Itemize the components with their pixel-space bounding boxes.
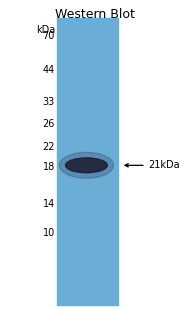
Text: 70: 70 [43, 31, 55, 40]
Text: 33: 33 [43, 97, 55, 107]
Bar [57, 18, 118, 305]
Text: 10: 10 [43, 228, 55, 238]
Text: 21kDa: 21kDa [148, 160, 179, 170]
Text: 22: 22 [43, 142, 55, 152]
Text: kDa: kDa [36, 25, 55, 35]
Ellipse shape [59, 152, 114, 178]
Text: 26: 26 [43, 119, 55, 129]
Text: Western Blot: Western Blot [55, 8, 135, 21]
Text: 18: 18 [43, 162, 55, 172]
Ellipse shape [66, 158, 107, 173]
Text: 44: 44 [43, 65, 55, 74]
Text: 14: 14 [43, 199, 55, 209]
